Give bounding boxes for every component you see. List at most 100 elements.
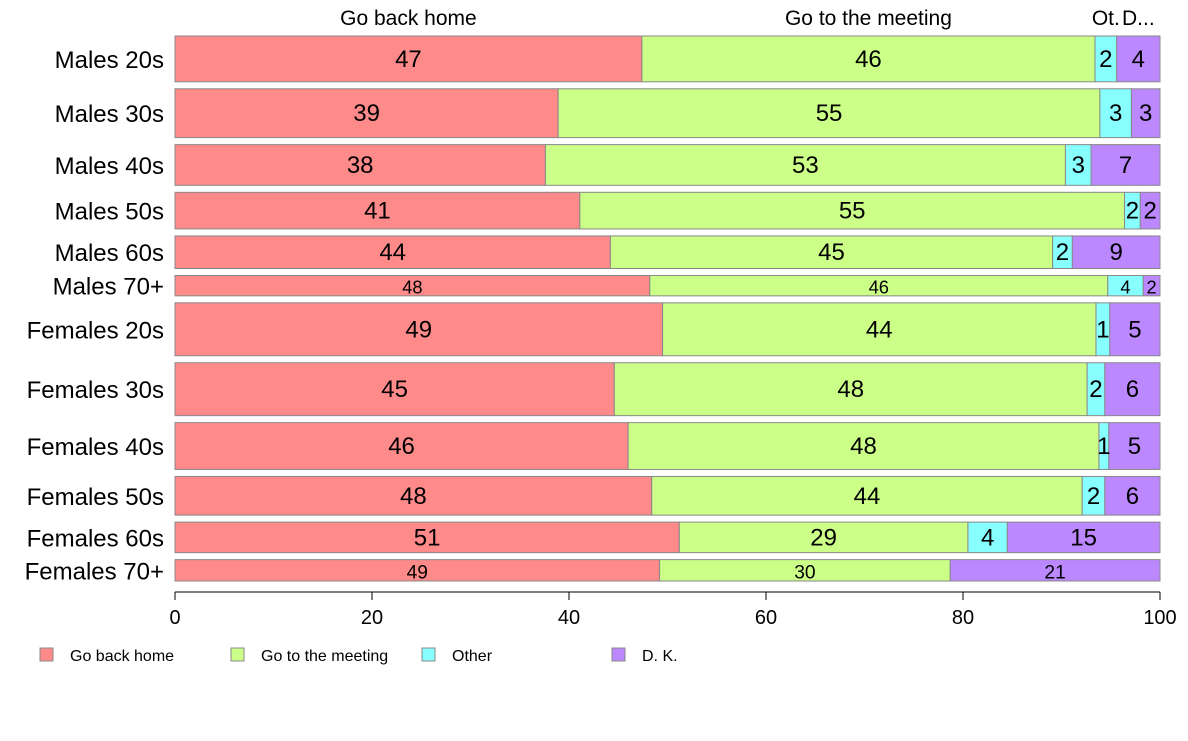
bar-value-label: 39	[353, 100, 380, 127]
bar-value-label: 48	[400, 483, 427, 510]
bar-segment	[1064, 144, 1092, 186]
row-label: Females 40s	[27, 434, 164, 461]
bar-value-label: 41	[364, 198, 391, 225]
bar-segment	[174, 362, 615, 417]
bar-value-label: 46	[869, 277, 889, 298]
legend-swatch	[421, 647, 436, 662]
bar-segment	[1104, 362, 1161, 417]
bar-value-label: 2	[1126, 198, 1139, 225]
bar-segment	[1109, 302, 1161, 357]
bar-value-label: 49	[405, 316, 432, 343]
bar-segment	[613, 362, 1088, 417]
bar-value-label: 30	[794, 562, 815, 583]
bar-value-label: 44	[866, 316, 893, 343]
bar-value-label: 51	[414, 524, 441, 551]
bar-segment	[1099, 88, 1132, 139]
bar-segment	[609, 235, 1054, 269]
x-axis: 0 20 40 60 80 100	[169, 591, 1177, 629]
row-label: Females 30s	[27, 377, 164, 404]
bar-segment	[1139, 191, 1161, 230]
row-label: Females 50s	[27, 484, 164, 511]
row-label: Males 70+	[53, 274, 164, 301]
bar-value-label: 55	[839, 198, 866, 225]
bar-value-label: 48	[402, 277, 422, 298]
bar-value-label: 48	[837, 376, 864, 403]
bar-segment	[641, 35, 1096, 83]
bar-value-label: 1	[1096, 316, 1109, 343]
bar-value-label: 55	[816, 100, 843, 127]
top-category-labels: Go back home Go to the meeting Ot. D...	[340, 7, 1155, 30]
top-category-label: Go to the meeting	[785, 7, 952, 30]
bar-value-label: 6	[1126, 376, 1139, 403]
bar-value-label: 45	[381, 376, 408, 403]
bar-value-label: 49	[407, 562, 428, 583]
bar-value-label: 48	[850, 433, 877, 460]
row-label: Females 70+	[25, 558, 164, 585]
bar-value-label: 15	[1070, 524, 1097, 551]
legend-label: Go to the meeting	[261, 648, 388, 665]
legend-label: D. K.	[642, 648, 678, 665]
legend-label: Go back home	[70, 648, 174, 665]
bar-segment	[174, 235, 611, 269]
row-label: Males 20s	[55, 47, 164, 74]
legend: Go back home Go to the meeting Other D. K.	[39, 647, 678, 665]
bar-value-label: 5	[1128, 433, 1141, 460]
x-tick-label: 80	[952, 607, 974, 629]
bar-value-label: 1	[1097, 433, 1110, 460]
bar-value-label: 3	[1139, 100, 1152, 127]
bar-segment	[1104, 475, 1161, 516]
row-labels: Males 20s Males 30s Males 40s Males 50s Male…	[25, 47, 164, 585]
bar-value-label: 47	[395, 46, 422, 73]
legend-swatch	[39, 647, 54, 662]
legend-label: Other	[452, 648, 493, 665]
bar-value-label: 2	[1147, 277, 1157, 298]
bar-segment	[949, 559, 1161, 582]
bar-value-label: 2	[1099, 46, 1112, 73]
row-label: Males 30s	[55, 101, 164, 128]
bar-value-label: 46	[855, 46, 882, 73]
bar-value-label: 3	[1072, 152, 1085, 179]
row-label: Males 50s	[55, 199, 164, 226]
bar-value-label: 7	[1119, 152, 1132, 179]
row-label: Females 20s	[27, 317, 164, 344]
x-tick-label: 60	[755, 607, 777, 629]
bar-value-label: 29	[810, 524, 837, 551]
bar-segment	[579, 191, 1126, 230]
bar-segment	[174, 35, 643, 83]
bar-value-label: 4	[1132, 46, 1145, 73]
bar-value-label: 4	[981, 524, 994, 551]
bar-segment	[174, 422, 629, 470]
bar-value-label: 6	[1126, 483, 1139, 510]
legend-swatch	[611, 647, 626, 662]
row-label: Females 60s	[27, 525, 164, 552]
bar-segment	[1142, 274, 1161, 297]
bar-segment	[174, 191, 581, 230]
bar-value-label: 2	[1056, 239, 1069, 266]
top-category-label: Ot.	[1092, 7, 1120, 30]
bar-value-label: 46	[388, 433, 415, 460]
bar-segment	[627, 422, 1100, 470]
bar-segment	[544, 144, 1066, 186]
bar-segment	[1130, 88, 1161, 139]
bar-segment	[174, 144, 546, 186]
x-tick-label: 100	[1143, 607, 1176, 629]
bar-value-label: 53	[792, 152, 819, 179]
x-tick-label: 40	[558, 607, 580, 629]
bar-segment	[1006, 521, 1161, 554]
bar-value-label: 5	[1128, 316, 1141, 343]
bar-segment	[557, 88, 1101, 139]
top-category-label: Go back home	[340, 7, 477, 30]
bar-value-label: 2	[1087, 483, 1100, 510]
bar-value-label: 44	[854, 483, 881, 510]
bar-value-label: 21	[1044, 562, 1065, 583]
bar-value-label: 45	[818, 239, 845, 266]
bar-segment	[1108, 422, 1161, 470]
row-label: Males 60s	[55, 240, 164, 267]
bar-segment	[662, 302, 1097, 357]
bar-value-label: 38	[347, 152, 374, 179]
bar-value-label: 9	[1109, 239, 1122, 266]
top-category-label: D...	[1122, 7, 1155, 30]
bar-segment	[174, 88, 559, 139]
bar-value-labels: 47 46 2 439 55 3 338 53 3 741 55 2 244 45 2 948 46 4 249 44…	[347, 46, 1157, 583]
